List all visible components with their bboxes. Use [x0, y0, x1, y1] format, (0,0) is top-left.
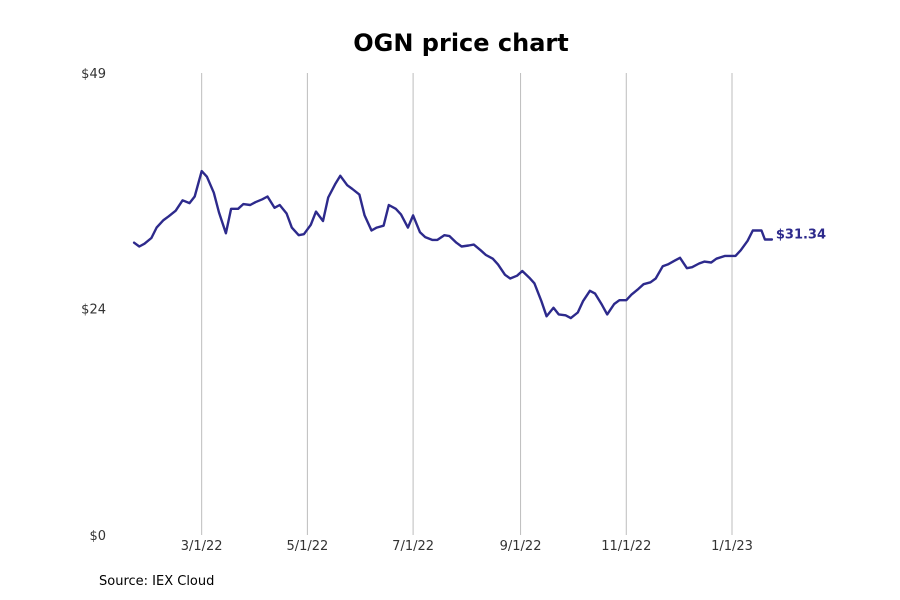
- x-tick-label: 1/1/23: [711, 539, 753, 554]
- last-price-label: $31.34: [776, 228, 826, 243]
- x-tick-label: 7/1/22: [392, 539, 434, 554]
- y-tick-label: $24: [81, 303, 106, 318]
- y-tick-label: $0: [89, 529, 106, 544]
- x-tick-label: 3/1/22: [181, 539, 223, 554]
- vertical-grid: [201, 73, 733, 535]
- x-tick-label: 9/1/22: [500, 539, 542, 554]
- x-tick-label: 11/1/22: [601, 539, 651, 554]
- price-series-line: [132, 169, 774, 320]
- x-tick-label: 5/1/22: [286, 539, 328, 554]
- source-note: Source: IEX Cloud: [99, 574, 215, 589]
- x-axis-ticks: 3/1/22 5/1/22 7/1/22 9/1/22 11/1/22 1/1/23: [181, 539, 753, 554]
- chart-title: OGN price chart: [353, 29, 568, 57]
- y-tick-label: $49: [81, 67, 106, 82]
- y-axis-ticks: $0 $24 $49: [81, 67, 106, 544]
